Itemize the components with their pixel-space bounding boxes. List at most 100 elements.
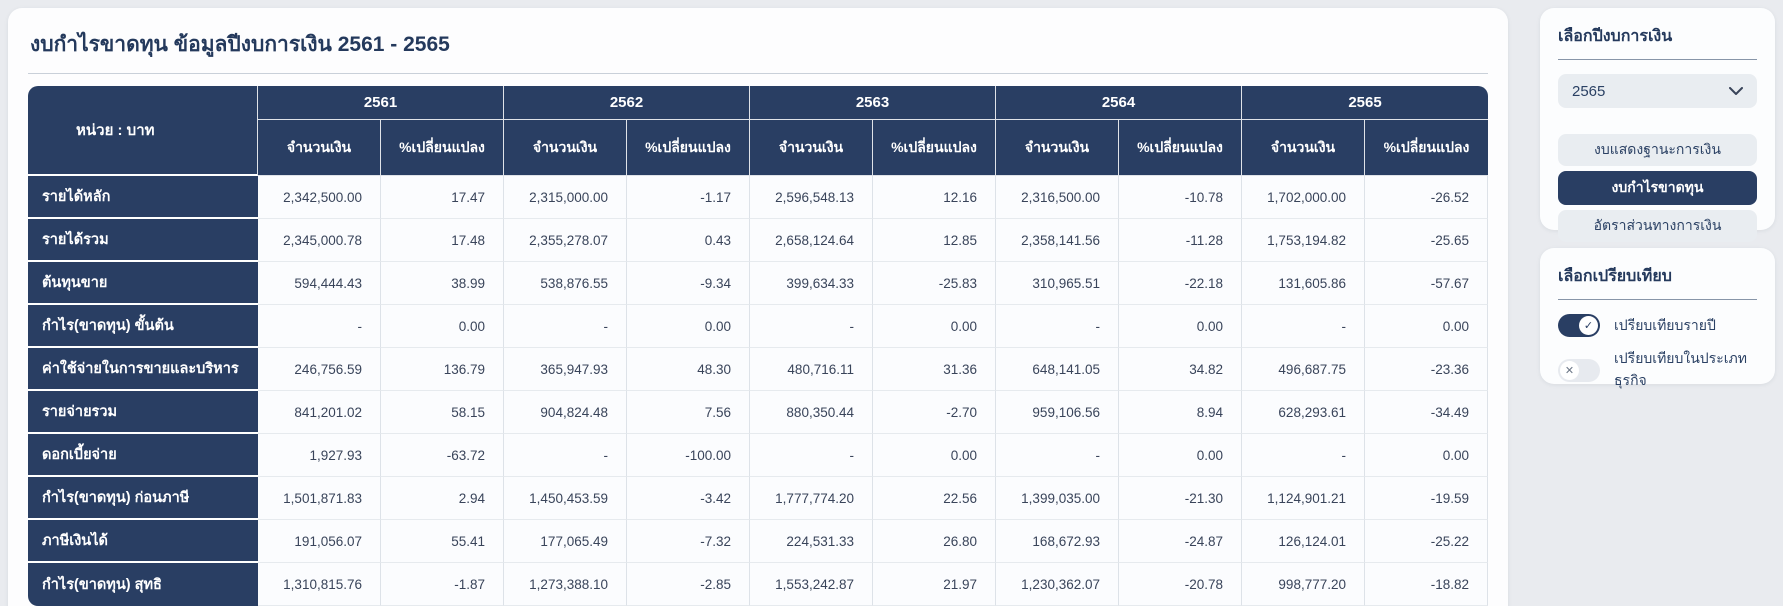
- amount-cell: -: [750, 305, 873, 348]
- amount-cell: 1,124,901.21: [1242, 477, 1365, 520]
- pct-change-cell: 0.00: [1365, 434, 1488, 477]
- amount-cell: 2,342,500.00: [258, 176, 381, 219]
- check-icon: ✓: [1579, 316, 1598, 335]
- amount-cell: 1,753,194.82: [1242, 219, 1365, 262]
- pct-change-cell: 0.00: [873, 434, 996, 477]
- page-title: งบกำไรขาดทุน ข้อมูลปีงบการเงิน 2561 - 25…: [30, 33, 450, 56]
- compare-business-type-toggle[interactable]: ✕: [1558, 358, 1600, 382]
- pct-change-cell: -26.52: [1365, 176, 1488, 219]
- pct-change-cell: 48.30: [627, 348, 750, 391]
- table-row: รายได้หลัก 2,342,500.00 17.47 2,315,000.00-…: [28, 176, 1488, 219]
- amount-cell: 2,316,500.00: [996, 176, 1119, 219]
- pct-change-cell: 17.48: [381, 219, 504, 262]
- amount-cell: 1,777,774.20: [750, 477, 873, 520]
- pct-change-cell: -25.83: [873, 262, 996, 305]
- row-label: ต้นทุนขาย: [28, 262, 258, 305]
- pct-change-cell: 26.80: [873, 520, 996, 563]
- amount-cell: 880,350.44: [750, 391, 873, 434]
- amount-cell: 1,399,035.00: [996, 477, 1119, 520]
- pct-change-cell: 12.16: [873, 176, 996, 219]
- year-select-card: เลือกปีงบการเงิน 2565 งบแสดงฐานะการเงินง…: [1540, 8, 1775, 242]
- pct-change-cell: -7.32: [627, 520, 750, 563]
- year-header-2562: 2562: [504, 86, 750, 120]
- amount-cell: 399,634.33: [750, 262, 873, 305]
- pct-change-cell: 58.15: [381, 391, 504, 434]
- pct-change-cell: -1.17: [627, 176, 750, 219]
- pct-change-cell: 0.00: [1365, 305, 1488, 348]
- pct-change-cell: -20.78: [1119, 563, 1242, 606]
- pct-change-cell: -100.00: [627, 434, 750, 477]
- year-card-divider: [1558, 59, 1757, 60]
- amount-cell: 841,201.02: [258, 391, 381, 434]
- amount-cell: 310,965.51: [996, 262, 1119, 305]
- table-row: กำไร(ขาดทุน) ก่อนภาษี 1,501,871.83 2.94 1,4…: [28, 477, 1488, 520]
- amount-cell: 959,106.56: [996, 391, 1119, 434]
- amount-cell: 998,777.20: [1242, 563, 1365, 606]
- amount-subheader-2563: จำนวนเงิน: [750, 120, 873, 176]
- profit-loss-statement-button[interactable]: งบกำไรขาดทุน: [1558, 171, 1757, 205]
- amount-cell: 1,450,453.59: [504, 477, 627, 520]
- amount-cell: 177,065.49: [504, 520, 627, 563]
- pct-change-subheader-2563: %เปลี่ยนแปลง: [873, 120, 996, 176]
- pct-change-cell: -1.87: [381, 563, 504, 606]
- amount-cell: 538,876.55: [504, 262, 627, 305]
- amount-cell: 126,124.01: [1242, 520, 1365, 563]
- pct-change-cell: -21.30: [1119, 477, 1242, 520]
- amount-cell: 628,293.61: [1242, 391, 1365, 434]
- compare-card: เลือกเปรียบเทียบ ✓ เปรียบเทียบรายปี ✕ เปรีย…: [1540, 248, 1775, 388]
- amount-cell: 2,358,141.56: [996, 219, 1119, 262]
- amount-subheader-2564: จำนวนเงิน: [996, 120, 1119, 176]
- financial-ratio-button[interactable]: อัตราส่วนทางการเงิน: [1558, 210, 1757, 242]
- amount-cell: 2,355,278.07: [504, 219, 627, 262]
- pct-change-cell: 0.00: [381, 305, 504, 348]
- year-header-2561: 2561: [258, 86, 504, 120]
- chevron-down-icon: [1729, 86, 1743, 96]
- table-row: รายจ่ายรวม 841,201.02 58.15 904,824.48 7.56 8…: [28, 391, 1488, 434]
- amount-cell: 1,702,000.00: [1242, 176, 1365, 219]
- compare-yearly-toggle[interactable]: ✓: [1558, 314, 1600, 337]
- amount-cell: -: [1242, 305, 1365, 348]
- row-label: กำไร(ขาดทุน) ก่อนภาษี: [28, 477, 258, 520]
- pct-change-subheader-2562: %เปลี่ยนแปลง: [627, 120, 750, 176]
- pct-change-cell: 38.99: [381, 262, 504, 305]
- pct-change-subheader-2564: %เปลี่ยนแปลง: [1119, 120, 1242, 176]
- pct-change-cell: -23.36: [1365, 348, 1488, 391]
- statement-of-financial-position-button[interactable]: งบแสดงฐานะการเงิน: [1558, 134, 1757, 166]
- amount-subheader-2565: จำนวนเงิน: [1242, 120, 1365, 176]
- pct-change-cell: 2.94: [381, 477, 504, 520]
- compare-card-divider: [1558, 299, 1757, 300]
- amount-cell: 480,716.11: [750, 348, 873, 391]
- statement-button-group: งบแสดงฐานะการเงินงบกำไรขาดทุนอัตราส่วนทา…: [1558, 134, 1757, 242]
- table-row: กำไร(ขาดทุน) สุทธิ 1,310,815.76 -1.87 1,273…: [28, 563, 1488, 606]
- pct-change-cell: -9.34: [627, 262, 750, 305]
- amount-cell: 168,672.93: [996, 520, 1119, 563]
- pct-change-cell: 0.43: [627, 219, 750, 262]
- amount-cell: 2,596,548.13: [750, 176, 873, 219]
- table-row: ดอกเบี้ยจ่าย 1,927.93 -63.72- -100.00-0.00-…: [28, 434, 1488, 477]
- row-label: ค่าใช้จ่ายในการขายและบริหาร: [28, 348, 258, 391]
- pct-change-cell: -63.72: [381, 434, 504, 477]
- pct-change-cell: -2.70: [873, 391, 996, 434]
- pct-change-cell: 8.94: [1119, 391, 1242, 434]
- pct-change-cell: -19.59: [1365, 477, 1488, 520]
- pct-change-cell: -11.28: [1119, 219, 1242, 262]
- pct-change-cell: 31.36: [873, 348, 996, 391]
- row-label: รายได้หลัก: [28, 176, 258, 219]
- compare-title: เลือกเปรียบเทียบ: [1558, 268, 1672, 285]
- pct-change-cell: -10.78: [1119, 176, 1242, 219]
- pct-change-cell: -2.85: [627, 563, 750, 606]
- pct-change-cell: -57.67: [1365, 262, 1488, 305]
- amount-cell: 496,687.75: [1242, 348, 1365, 391]
- pct-change-cell: 7.56: [627, 391, 750, 434]
- amount-cell: 1,553,242.87: [750, 563, 873, 606]
- pct-change-cell: -25.22: [1365, 520, 1488, 563]
- amount-cell: 648,141.05: [996, 348, 1119, 391]
- table-row: ภาษีเงินได้ 191,056.07 55.41 177,065.49 -7.3…: [28, 520, 1488, 563]
- pct-change-cell: -3.42: [627, 477, 750, 520]
- fiscal-year-select[interactable]: 2565: [1558, 74, 1757, 108]
- pct-change-subheader-2565: %เปลี่ยนแปลง: [1365, 120, 1488, 176]
- amount-cell: 1,310,815.76: [258, 563, 381, 606]
- amount-cell: -: [996, 434, 1119, 477]
- pct-change-cell: 136.79: [381, 348, 504, 391]
- pct-change-cell: 0.00: [627, 305, 750, 348]
